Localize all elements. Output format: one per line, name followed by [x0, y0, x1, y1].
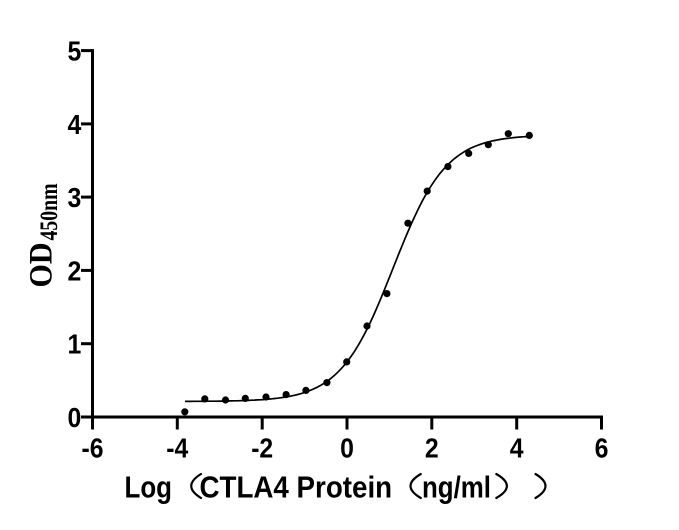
svg-text:-4: -4: [166, 432, 188, 463]
svg-text:0: 0: [340, 432, 354, 463]
svg-text:0: 0: [68, 402, 82, 433]
svg-text:CTLA4 Protein: CTLA4 Protein: [200, 470, 393, 505]
svg-text:3: 3: [68, 182, 82, 213]
svg-text:4: 4: [510, 432, 524, 463]
svg-text:Log: Log: [125, 470, 173, 505]
svg-text:-2: -2: [251, 432, 273, 463]
svg-text:2: 2: [425, 432, 439, 463]
svg-text:2: 2: [68, 255, 82, 286]
svg-text:OD450nm: OD450nm: [24, 183, 64, 287]
svg-text:-6: -6: [82, 432, 104, 463]
svg-text:5: 5: [68, 36, 82, 67]
svg-text:4: 4: [68, 109, 82, 140]
svg-text:ng/ml: ng/ml: [422, 470, 491, 505]
svg-text:1: 1: [68, 329, 82, 360]
svg-text:6: 6: [595, 432, 609, 463]
